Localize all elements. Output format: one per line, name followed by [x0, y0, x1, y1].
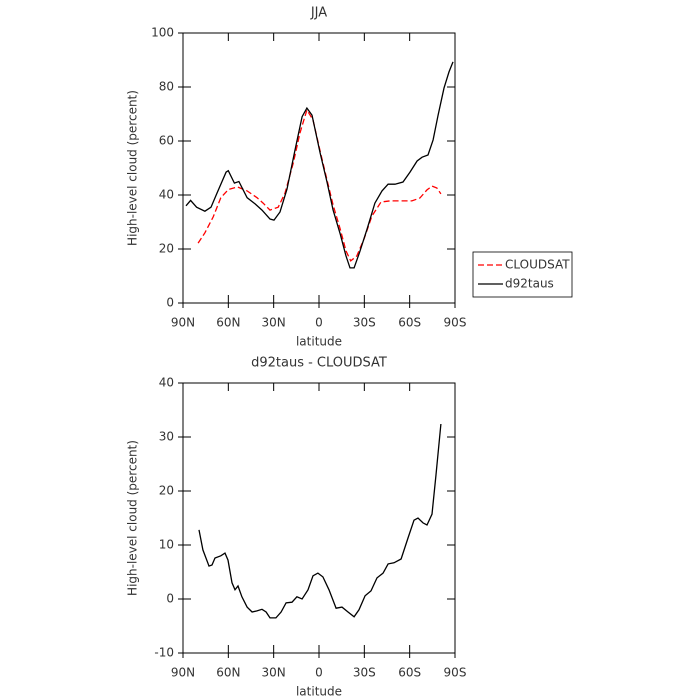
- x-tick-label: 60N: [216, 316, 240, 330]
- x-axis-label: latitude: [296, 685, 342, 699]
- x-axis-label: latitude: [296, 335, 342, 349]
- series-line: [185, 61, 454, 269]
- y-tick-label: 10: [159, 538, 174, 552]
- x-tick-label: 30S: [353, 316, 376, 330]
- x-tick-label: 30N: [262, 316, 286, 330]
- series-line: [197, 108, 442, 262]
- y-tick-label: 0: [166, 296, 174, 310]
- x-tick-label: 30N: [262, 666, 286, 680]
- y-tick-label: 100: [151, 26, 174, 40]
- x-tick-label: 90S: [444, 666, 467, 680]
- y-axis-label: High-level cloud (percent): [126, 90, 140, 246]
- x-tick-label: 90S: [444, 316, 467, 330]
- x-tick-label: 90N: [171, 316, 195, 330]
- x-tick-label: 30S: [353, 666, 376, 680]
- y-tick-label: 20: [159, 484, 174, 498]
- plot-frame: [182, 382, 456, 654]
- y-tick-label: 0: [166, 592, 174, 606]
- y-tick-label: -10: [154, 646, 174, 660]
- y-axis-label: High-level cloud (percent): [126, 440, 140, 596]
- y-tick-label: 80: [159, 80, 174, 94]
- chart-title: d92taus - CLOUDSAT: [251, 356, 387, 371]
- x-tick-label: 0: [315, 316, 323, 330]
- y-tick-label: 40: [159, 188, 174, 202]
- legend-label: d92taus: [505, 277, 554, 291]
- series-line: [198, 423, 442, 619]
- legend-box: [472, 251, 573, 298]
- chart-title: JJA: [310, 6, 327, 21]
- x-tick-label: 60S: [398, 316, 421, 330]
- x-tick-label: 60S: [398, 666, 421, 680]
- x-tick-label: 90N: [171, 666, 195, 680]
- legend-label: CLOUDSAT: [505, 258, 570, 272]
- y-tick-label: 30: [159, 430, 174, 444]
- y-tick-label: 40: [159, 376, 174, 390]
- x-tick-label: 0: [315, 666, 323, 680]
- y-tick-label: 20: [159, 242, 174, 256]
- plot-frame: [182, 32, 456, 304]
- y-tick-label: 60: [159, 134, 174, 148]
- x-tick-label: 60N: [216, 666, 240, 680]
